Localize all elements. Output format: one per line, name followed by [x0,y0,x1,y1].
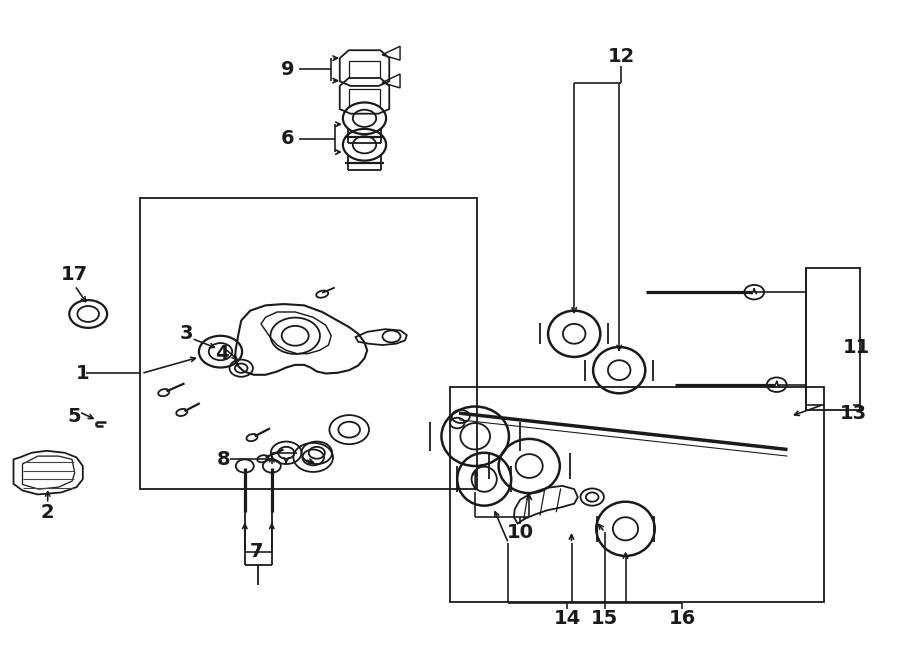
Text: 11: 11 [843,338,870,356]
Bar [806,268,860,410]
Bar [450,387,824,602]
Text: 2: 2 [40,503,55,522]
Text: 4: 4 [215,344,230,363]
Text: 5: 5 [68,407,82,426]
Bar [140,198,477,489]
Text: 6: 6 [281,130,295,148]
Text: 14: 14 [554,609,580,627]
Text: 9: 9 [281,60,295,79]
Text: 7: 7 [250,543,263,561]
Text: 10: 10 [507,523,534,541]
Text: 3: 3 [179,325,193,343]
Text: 13: 13 [840,404,867,422]
Text: 16: 16 [669,609,696,627]
Text: 1: 1 [76,364,90,383]
Text: 17: 17 [61,265,88,284]
Text: 12: 12 [608,47,634,65]
Text: 15: 15 [591,609,618,627]
Text: 8: 8 [216,450,230,469]
